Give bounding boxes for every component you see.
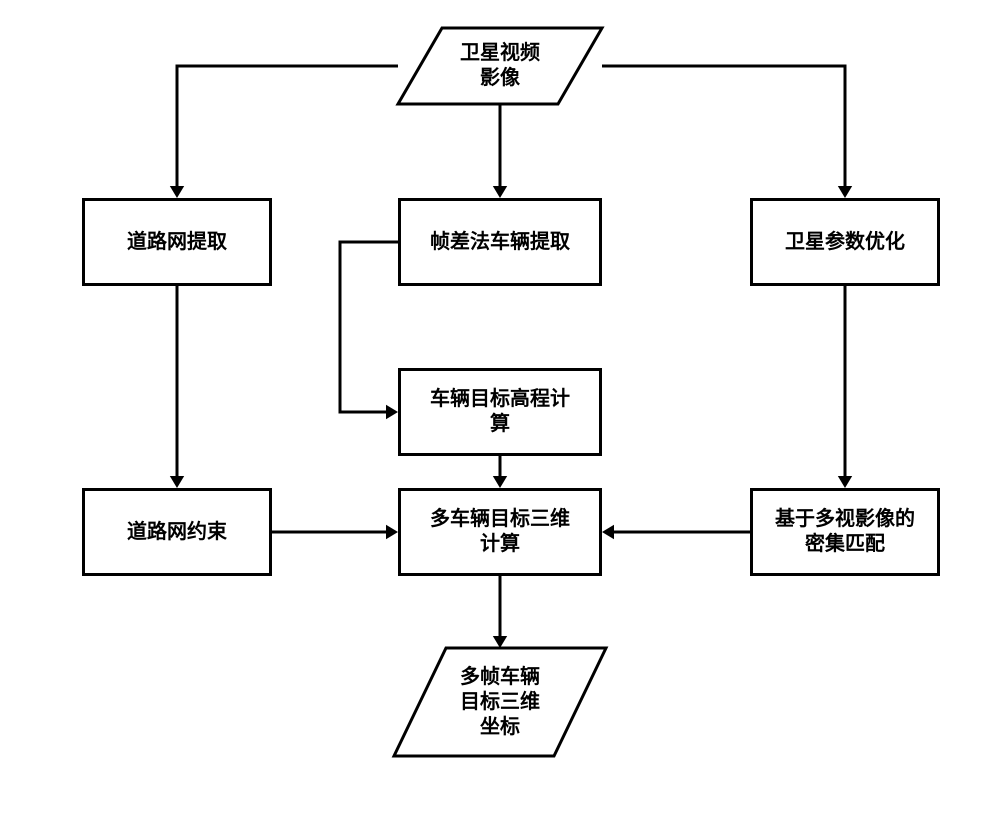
elev_calc: 车辆目标高程计算: [398, 368, 602, 456]
flowchart-canvas: 卫星视频影像道路网提取 帧差法车辆提取 卫星参数优化车辆目标高程计算道路网约束 多车辆…: [0, 0, 1000, 830]
sat_param: 卫星参数优化: [750, 198, 940, 286]
bottom_output: 多帧车辆目标三维坐标: [394, 648, 606, 756]
bottom_output-label: 多帧车辆目标三维坐标: [460, 665, 540, 740]
dense_match: 基于多视影像的密集匹配: [750, 488, 940, 576]
multi_vehicle-label: 多车辆目标三维计算: [430, 507, 570, 557]
top_input: 卫星视频影像: [398, 28, 602, 104]
road_constraint: 道路网约束: [82, 488, 272, 576]
multi_vehicle: 多车辆目标三维计算: [398, 488, 602, 576]
road_extract: 道路网提取: [82, 198, 272, 286]
road_extract-label: 道路网提取: [127, 230, 227, 255]
sat_param-label: 卫星参数优化: [785, 230, 905, 255]
dense_match-label: 基于多视影像的密集匹配: [775, 507, 915, 557]
road_constraint-label: 道路网约束: [127, 520, 227, 545]
elev_calc-label: 车辆目标高程计算: [430, 387, 570, 437]
frame_diff: 帧差法车辆提取: [398, 198, 602, 286]
frame_diff-label: 帧差法车辆提取: [430, 230, 570, 255]
top_input-label: 卫星视频影像: [460, 41, 540, 91]
